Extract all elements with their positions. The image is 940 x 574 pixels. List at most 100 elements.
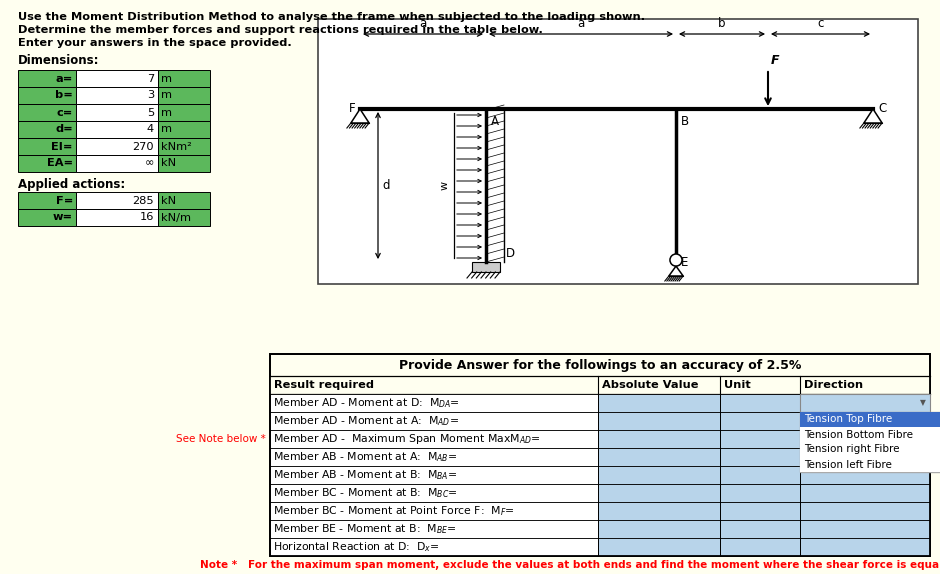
Bar [270,502,598,520]
Bar [800,412,930,430]
Text: b=: b= [55,91,73,100]
Bar [598,538,720,556]
Bar [800,448,930,466]
Text: Member AD - Moment at D:  M$_{DA}$=: Member AD - Moment at D: M$_{DA}$= [273,396,460,410]
Bar [598,520,720,538]
Text: F: F [349,103,355,115]
Text: Tension Top Fibre: Tension Top Fibre [804,414,892,425]
Bar [598,412,720,430]
Bar [76,121,158,138]
Bar [158,138,210,155]
Text: Member BC - Moment at Point Force F:  M$_{F}$=: Member BC - Moment at Point Force F: M$_… [273,504,515,518]
Text: c: c [817,17,823,30]
Text: a=: a= [55,73,73,83]
Bar [598,430,720,448]
Text: 270: 270 [133,142,154,152]
Bar [800,427,940,442]
Bar [158,155,210,172]
Text: ∞: ∞ [145,158,154,169]
Text: Member AB - Moment at A:  M$_{AB}$=: Member AB - Moment at A: M$_{AB}$= [273,450,458,464]
Text: w=: w= [53,212,73,223]
Bar [800,394,930,412]
Text: kN: kN [161,158,176,169]
Text: Determine the member forces and support reactions required in the table below.: Determine the member forces and support … [18,25,543,35]
Text: Member BC - Moment at B:  M$_{BC}$=: Member BC - Moment at B: M$_{BC}$= [273,486,458,500]
Text: Note *   For the maximum span moment, exclude the values at both ends and find t: Note * For the maximum span moment, excl… [200,560,940,570]
Text: a: a [577,17,585,30]
Text: E: E [681,256,688,269]
Text: Horizontal Reaction at D:  D$_{x}$=: Horizontal Reaction at D: D$_{x}$= [273,540,440,554]
Text: m: m [161,107,172,118]
Bar [270,484,598,502]
Bar [158,121,210,138]
Text: Member AD - Moment at A:  M$_{AD}$=: Member AD - Moment at A: M$_{AD}$= [273,414,459,428]
Bar [270,466,598,484]
Bar [18,87,76,104]
Bar [800,538,930,556]
Bar [270,430,598,448]
Bar [720,466,800,484]
Polygon shape [669,266,683,276]
Bar [270,448,598,466]
Bar [18,192,76,209]
Text: Provide Answer for the followings to an accuracy of 2.5%: Provide Answer for the followings to an … [399,359,801,371]
Bar [800,394,930,412]
Text: Use the Moment Distribution Method to analyse the frame when subjected to the lo: Use the Moment Distribution Method to an… [18,12,645,22]
Bar [270,394,598,412]
Bar [158,192,210,209]
Text: Direction: Direction [804,380,863,390]
Bar [270,412,598,430]
Text: 285: 285 [133,196,154,205]
Bar [800,502,930,520]
Text: EI=: EI= [52,142,73,152]
Text: Member AD -  Maximum Span Moment MaxM$_{AD}$=: Member AD - Maximum Span Moment MaxM$_{A… [273,432,540,446]
Bar [270,538,598,556]
Bar [18,70,76,87]
Bar [800,412,940,472]
Text: 7: 7 [147,73,154,83]
Bar [18,155,76,172]
Bar [76,155,158,172]
Bar [18,209,76,226]
Text: kNm²: kNm² [161,142,192,152]
Text: Tension Bottom Fibre: Tension Bottom Fibre [804,429,913,440]
Bar [76,104,158,121]
Text: A: A [491,115,499,128]
Text: kN: kN [161,196,176,205]
Bar [800,484,930,502]
Bar [76,138,158,155]
Bar [720,484,800,502]
Circle shape [670,254,682,266]
Text: Absolute Value: Absolute Value [602,380,698,390]
Text: ▼: ▼ [920,398,926,408]
Bar [720,430,800,448]
Text: a: a [419,17,427,30]
Bar [598,466,720,484]
Text: 16: 16 [140,212,154,223]
Text: w: w [440,181,450,190]
Bar [598,484,720,502]
Polygon shape [864,109,882,123]
Bar [18,138,76,155]
Text: m: m [161,125,172,134]
Text: Member BE - Moment at B:  M$_{BE}$=: Member BE - Moment at B: M$_{BE}$= [273,522,457,536]
Text: See Note below *: See Note below * [177,434,266,444]
Bar [800,466,930,484]
Text: EA=: EA= [47,158,73,169]
Text: Member AB - Moment at B:  M$_{BA}$=: Member AB - Moment at B: M$_{BA}$= [273,468,458,482]
Bar [800,430,930,448]
Bar [800,412,940,427]
Bar [18,121,76,138]
Bar [720,538,800,556]
Text: Result required: Result required [274,380,374,390]
Bar [800,442,940,457]
Text: Dimensions:: Dimensions: [18,54,100,67]
Text: Tension left Fibre: Tension left Fibre [804,460,892,470]
Bar [158,87,210,104]
Text: Unit: Unit [724,380,751,390]
Polygon shape [351,109,369,123]
Text: F=: F= [55,196,73,205]
Bar [76,192,158,209]
Text: F: F [771,54,779,67]
Text: Tension right Fibre: Tension right Fibre [804,444,900,455]
